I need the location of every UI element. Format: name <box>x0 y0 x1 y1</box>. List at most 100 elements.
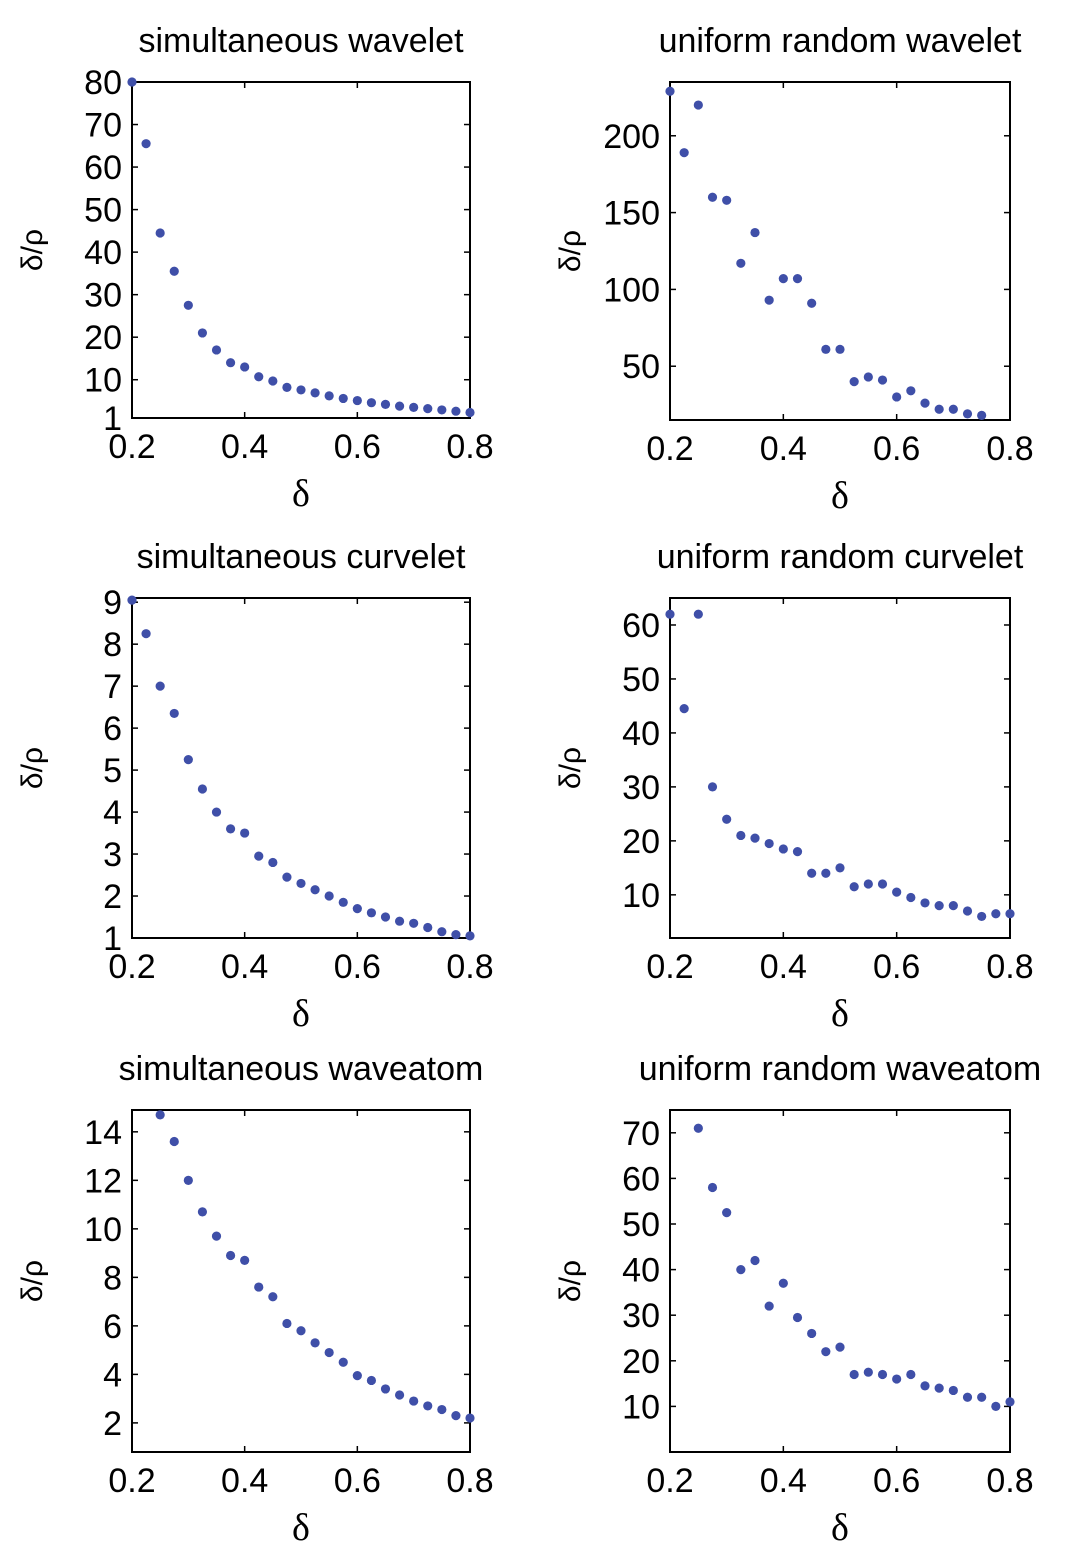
data-point <box>821 868 831 878</box>
x-tick-label: 0.8 <box>986 1462 1033 1500</box>
y-tick-label: 9 <box>103 584 122 622</box>
y-tick-label: 70 <box>622 1115 660 1153</box>
data-point <box>225 1250 236 1261</box>
y-tick-label: 30 <box>622 1297 660 1335</box>
data-point <box>225 358 236 368</box>
data-point <box>977 911 987 922</box>
data-point <box>722 814 732 824</box>
y-tick-label: 6 <box>103 710 122 748</box>
y-tick-label: 50 <box>84 192 122 230</box>
data-point <box>380 912 391 922</box>
data-point <box>282 872 292 882</box>
data-point <box>127 77 137 87</box>
x-tick-label: 0.6 <box>334 948 381 986</box>
data-point <box>792 847 803 857</box>
data-point <box>977 410 987 420</box>
data-point <box>920 1381 930 1391</box>
data-point <box>807 1328 817 1339</box>
y-tick-label: 40 <box>84 234 122 272</box>
data-point <box>736 1265 746 1275</box>
chart-panel-2: uniform random wavelet 0.2 0.4 0.6 0.8 50 100 1… <box>554 22 1034 517</box>
y-tick-label: 20 <box>84 319 122 357</box>
y-tick-label: 4 <box>103 1356 122 1394</box>
data-point <box>254 851 264 861</box>
y-tick-label: 200 <box>603 118 660 156</box>
y-tick-label: 80 <box>84 64 122 102</box>
axes-frame <box>669 1109 1011 1453</box>
y-tick-label: 14 <box>84 1114 122 1152</box>
data-point <box>366 908 377 918</box>
data-point <box>254 1282 264 1292</box>
x-tick-label: 0.6 <box>873 948 920 986</box>
data-point <box>948 1385 958 1396</box>
data-point <box>807 868 817 878</box>
data-point <box>394 1390 405 1400</box>
data-point <box>310 885 320 895</box>
x-tick-label: 0.2 <box>108 1462 155 1500</box>
data-point <box>183 1175 193 1185</box>
x-tick-label: 0.6 <box>873 430 920 468</box>
data-point <box>693 609 703 619</box>
y-tick-label: 6 <box>103 1308 122 1346</box>
data-point <box>962 1392 973 1402</box>
data-point <box>451 1411 461 1421</box>
y-tick-label: 1 <box>103 400 122 438</box>
data-point <box>394 401 405 411</box>
data-point <box>764 1301 774 1311</box>
data-point <box>197 784 208 794</box>
data-point <box>835 863 845 873</box>
data-point <box>310 388 320 398</box>
data-point <box>920 398 930 408</box>
data-point <box>211 345 222 355</box>
data-point <box>197 328 208 338</box>
data-point <box>849 376 859 387</box>
axes-frame <box>131 1109 471 1453</box>
data-point <box>778 1278 788 1288</box>
y-tick-label: 50 <box>622 1206 660 1244</box>
x-axis-label: δ <box>292 993 310 1035</box>
data-point <box>423 404 433 414</box>
data-point <box>679 704 689 714</box>
data-point <box>169 708 179 719</box>
y-tick-label: 70 <box>84 107 122 145</box>
data-point <box>197 1207 208 1217</box>
data-point <box>211 1231 222 1241</box>
data-point <box>665 86 675 96</box>
y-axis-label: δ/ρ <box>554 1260 587 1302</box>
data-point <box>352 904 362 914</box>
data-point <box>906 1369 916 1380</box>
y-tick-label: 50 <box>622 661 660 699</box>
data-point <box>778 844 788 854</box>
x-tick-label: 0.8 <box>986 430 1033 468</box>
y-tick-label: 10 <box>84 1211 122 1249</box>
x-tick-label: 0.2 <box>646 1462 693 1500</box>
data-point <box>977 1392 987 1402</box>
x-tick-label: 0.2 <box>108 948 155 986</box>
data-point <box>211 807 222 817</box>
data-point <box>352 1370 362 1381</box>
data-point <box>906 892 916 903</box>
chart-panel-4: uniform random curvelet 0.2 0.4 0.6 0.8 10 20 3… <box>554 538 1034 1035</box>
data-point <box>665 609 675 619</box>
data-point <box>934 901 944 911</box>
data-point <box>807 298 817 308</box>
data-point <box>423 922 433 933</box>
chart-title: uniform random curvelet <box>657 538 1024 576</box>
data-point <box>920 898 930 908</box>
y-tick-label: 60 <box>84 149 122 187</box>
data-point <box>338 1357 348 1367</box>
x-tick-label: 0.4 <box>760 948 807 986</box>
y-tick-label: 12 <box>84 1162 122 1200</box>
data-point <box>169 1136 179 1147</box>
data-point <box>155 681 165 691</box>
x-tick-label: 0.4 <box>760 430 807 468</box>
data-point <box>296 1326 306 1336</box>
data-point <box>750 833 760 843</box>
x-axis-label: δ <box>292 473 310 515</box>
x-tick-label: 0.4 <box>760 1462 807 1500</box>
x-axis-label: δ <box>292 1507 310 1549</box>
data-point <box>707 192 718 202</box>
data-point <box>169 266 179 276</box>
data-point <box>366 398 377 408</box>
